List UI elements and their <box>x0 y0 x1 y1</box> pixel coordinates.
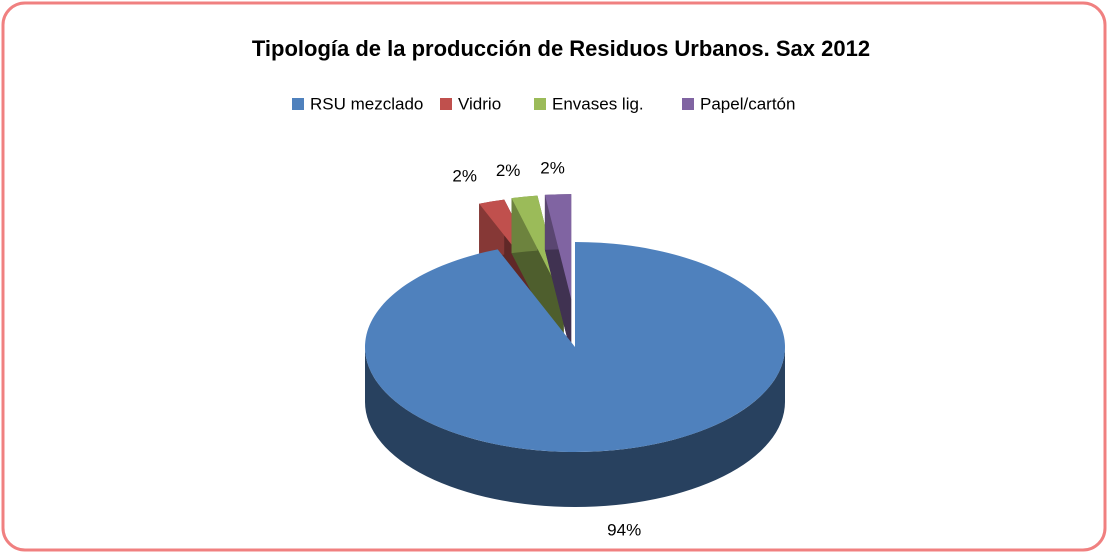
legend-label: RSU mezclado <box>310 94 423 113</box>
slice <box>365 242 785 507</box>
slice <box>544 194 572 355</box>
data-label: 2% <box>496 161 521 180</box>
legend-swatch <box>292 98 304 110</box>
chart-title: Tipología de la producción de Residuos U… <box>252 36 870 61</box>
slice-top <box>365 242 785 453</box>
data-label: 2% <box>540 158 565 177</box>
legend-swatch <box>440 98 452 110</box>
slice-top <box>544 194 572 300</box>
data-label: 94% <box>607 520 641 539</box>
slice-top <box>511 195 564 300</box>
legend-label: Papel/cartón <box>700 94 795 113</box>
legend-swatch <box>682 98 694 110</box>
slice-side <box>365 347 785 507</box>
legend-label: Envases lig. <box>552 94 644 113</box>
data-label: 2% <box>452 167 477 186</box>
legend-swatch <box>534 98 546 110</box>
legend-label: Vidrio <box>458 94 501 113</box>
